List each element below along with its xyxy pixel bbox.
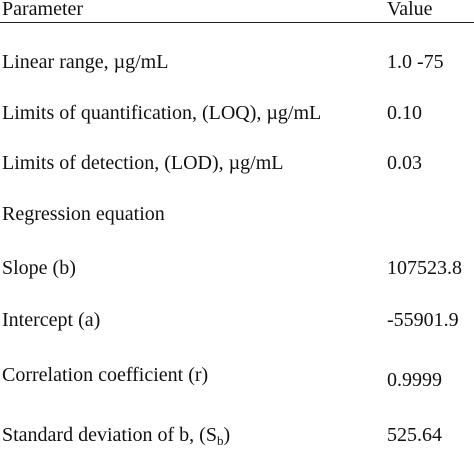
- row-std-dev-parameter-subscript: b: [216, 433, 224, 448]
- header-value: Value: [387, 0, 433, 20]
- row-intercept-value: -55901.9: [387, 309, 459, 331]
- row-slope-value: 107523.8: [387, 257, 462, 279]
- row-std-dev-parameter-suffix: ): [223, 424, 231, 446]
- row-intercept-parameter: Intercept (a): [2, 309, 101, 331]
- row-loq-value: 0.10: [387, 102, 422, 124]
- row-linear-range-value: 1.0 -75: [387, 51, 444, 73]
- row-regression-parameter: Regression equation: [2, 203, 165, 225]
- row-lod-value: 0.03: [387, 152, 422, 174]
- row-lod-parameter: Limits of detection, (LOD), µg/mL: [2, 152, 284, 174]
- row-linear-range-parameter: Linear range, µg/mL: [2, 51, 169, 73]
- row-correlation-value: 0.9999: [387, 369, 442, 391]
- row-std-dev-parameter-text: Standard deviation of b, (S: [2, 424, 217, 446]
- header-parameter: Parameter: [2, 0, 84, 20]
- row-std-dev-parameter: Standard deviation of b, (Sb): [2, 423, 230, 447]
- row-std-dev-value: 525.64: [387, 424, 442, 446]
- row-correlation-parameter: Correlation coefficient (r): [2, 364, 209, 386]
- row-slope-parameter: Slope (b): [2, 257, 76, 279]
- row-loq-parameter: Limits of quantification, (LOQ), µg/mL: [2, 102, 322, 124]
- header-rule: [0, 22, 474, 23]
